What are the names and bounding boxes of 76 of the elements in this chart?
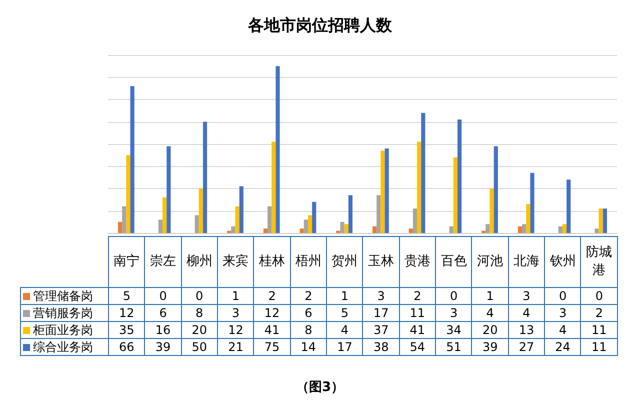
x-tick-label: 来宾	[218, 236, 254, 288]
data-label: 11	[580, 338, 618, 356]
x-tick-label: 桂林	[254, 236, 290, 288]
data-label: 50	[181, 338, 218, 356]
chart-title: 各地市岗位招聘人数	[247, 16, 393, 34]
x-tick-label: 百色	[436, 236, 472, 288]
data-label: 0	[144, 288, 182, 304]
data-label: 17	[326, 338, 363, 356]
data-label: 12	[254, 304, 290, 322]
data-label: 12	[218, 322, 254, 338]
data-label: 12	[108, 304, 145, 322]
data-label: 17	[362, 304, 400, 322]
x-tick-label: 柳州	[181, 236, 218, 288]
data-label: 2	[580, 304, 618, 322]
legend-label: 柜面业务岗	[20, 322, 108, 338]
x-tick-label: 玉林	[362, 236, 400, 288]
data-label: 41	[399, 322, 436, 338]
data-label: 0	[544, 288, 581, 304]
data-label: 41	[254, 322, 290, 338]
data-label: 3	[508, 288, 545, 304]
x-tick-label: 南宁	[108, 236, 145, 288]
data-label: 38	[362, 338, 400, 356]
data-label: 3	[544, 304, 581, 322]
data-label: 75	[254, 338, 290, 356]
data-label: 66	[108, 338, 145, 356]
data-label: 3	[436, 304, 472, 322]
data-label: 27	[508, 338, 545, 356]
x-tick-label: 北海	[508, 236, 545, 288]
x-tick-label: 贵港	[399, 236, 436, 288]
data-label: 20	[472, 322, 508, 338]
data-label: 1	[218, 288, 254, 304]
text: （图3）	[294, 379, 346, 396]
data-label: 3	[218, 304, 254, 322]
data-label: 6	[144, 304, 182, 322]
data-label: 35	[108, 322, 145, 338]
legend-label: 营销服务岗	[20, 304, 108, 322]
data-label: 5	[326, 304, 363, 322]
data-label: 1	[472, 288, 508, 304]
data-label: 54	[399, 338, 436, 356]
data-label: 16	[144, 322, 182, 338]
x-tick-label: 梧州	[290, 236, 327, 288]
x-tick-label: 钦州	[544, 236, 581, 288]
data-label: 14	[290, 338, 327, 356]
legend-label: 管理储备岗	[20, 288, 108, 304]
data-label: 21	[218, 338, 254, 356]
data-label: 1	[326, 288, 363, 304]
data-label: 11	[580, 322, 618, 338]
data-label: 8	[290, 322, 327, 338]
data-label: 4	[326, 322, 363, 338]
data-label: 2	[290, 288, 327, 304]
data-label: 0	[580, 288, 618, 304]
x-tick-label: 河池	[472, 236, 508, 288]
data-label: 8	[181, 304, 218, 322]
data-label: 24	[544, 338, 581, 356]
data-label: 39	[144, 338, 182, 356]
data-label: 3	[362, 288, 400, 304]
x-tick-label: 崇左	[144, 236, 182, 288]
x-tick-label: 贺州	[326, 236, 363, 288]
data-label: 0	[436, 288, 472, 304]
data-label: 51	[436, 338, 472, 356]
data-label: 6	[290, 304, 327, 322]
data-label: 4	[472, 304, 508, 322]
data-label: 2	[254, 288, 290, 304]
x-tick-label: 防城港	[580, 236, 618, 288]
data-label: 37	[362, 322, 400, 338]
data-label: 34	[436, 322, 472, 338]
data-label: 39	[472, 338, 508, 356]
data-label: 0	[181, 288, 218, 304]
data-label: 5	[108, 288, 145, 304]
data-label: 11	[399, 304, 436, 322]
data-label: 4	[544, 322, 581, 338]
data-label: 2	[399, 288, 436, 304]
data-label: 13	[508, 322, 545, 338]
legend-label: 综合业务岗	[20, 338, 108, 356]
data-label: 4	[508, 304, 545, 322]
data-label: 20	[181, 322, 218, 338]
